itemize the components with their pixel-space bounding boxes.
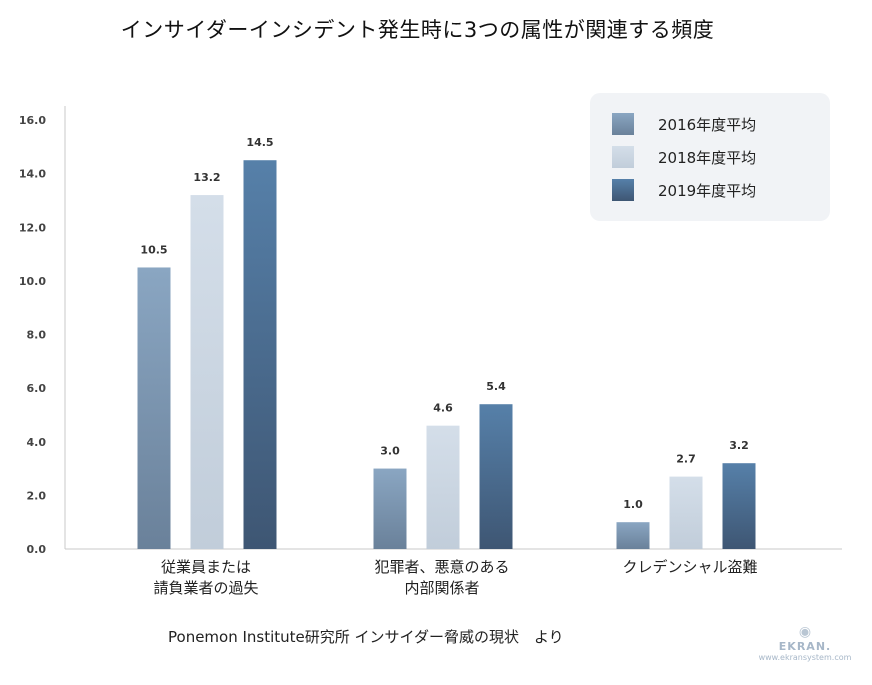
bar-chart: 0.0 2.0 4.0 6.0 8.0 10.0 12.0 14.0 16.0 10.5 3.0 1… bbox=[19, 106, 842, 556]
category-label-line: 内部関係者 bbox=[404, 579, 480, 597]
bar-2019-cat1 bbox=[243, 160, 277, 549]
legend-item-2018: 2018年度平均 bbox=[612, 145, 756, 169]
legend: 2016年度平均 2018年度平均 2019年度平均 bbox=[590, 93, 830, 221]
legend-item-2016: 2016年度平均 bbox=[612, 112, 756, 136]
data-label: 1.0 bbox=[623, 498, 643, 511]
eye-icon: ◉ bbox=[798, 624, 812, 640]
legend-swatch-2018 bbox=[612, 146, 634, 168]
bar-2019-cat3 bbox=[722, 463, 756, 549]
y-tick-label: 2.0 bbox=[27, 489, 47, 502]
category-label-credential-theft: クレデンシャル盗難 bbox=[580, 557, 800, 578]
y-tick-label: 14.0 bbox=[19, 168, 46, 181]
brand-logo: ◉ EKRAN. www.ekransystem.com bbox=[755, 624, 855, 662]
y-tick-label: 6.0 bbox=[27, 382, 47, 395]
bar-2018-cat2 bbox=[426, 425, 460, 549]
data-label: 10.5 bbox=[140, 243, 167, 256]
source-note: Ponemon Institute研究所 インサイダー脅威の現状 より bbox=[168, 628, 564, 646]
y-tick-label: 16.0 bbox=[19, 114, 46, 127]
bar-2016-cat3 bbox=[616, 522, 650, 549]
y-tick-label: 0.0 bbox=[27, 543, 47, 556]
legend-item-2019: 2019年度平均 bbox=[612, 178, 756, 202]
category-label-line: クレデンシャル盗難 bbox=[622, 558, 758, 576]
data-label: 4.6 bbox=[433, 402, 453, 415]
category-label-line: 犯罪者、悪意のある bbox=[374, 558, 510, 576]
legend-label-2018: 2018年度平均 bbox=[658, 148, 757, 167]
bar-2016-cat2 bbox=[373, 468, 407, 549]
legend-label-2016: 2016年度平均 bbox=[658, 115, 757, 134]
data-label: 14.5 bbox=[246, 136, 273, 149]
data-label: 3.2 bbox=[729, 439, 749, 452]
data-label: 5.4 bbox=[486, 380, 506, 393]
y-tick-label: 8.0 bbox=[27, 329, 47, 342]
brand-url: www.ekransystem.com bbox=[758, 653, 852, 662]
data-label: 2.7 bbox=[676, 453, 696, 466]
bar-2018-cat1 bbox=[190, 195, 224, 549]
brand-name: EKRAN. bbox=[778, 640, 832, 653]
category-label-negligence: 従業員または 請負業者の過失 bbox=[96, 557, 316, 599]
y-tick-label: 10.0 bbox=[19, 275, 46, 288]
category-label-line: 従業員または bbox=[160, 558, 251, 576]
bar-2018-cat3 bbox=[669, 476, 703, 549]
legend-label-2019: 2019年度平均 bbox=[658, 181, 757, 200]
legend-swatch-2019 bbox=[612, 179, 634, 201]
data-label: 3.0 bbox=[380, 445, 400, 458]
category-label-line: 請負業者の過失 bbox=[153, 579, 259, 597]
chart-title: インサイダーインシデント発生時に3つの属性が関連する頻度 bbox=[120, 18, 715, 42]
bar-2016-cat1 bbox=[137, 267, 171, 549]
category-label-criminal-insider: 犯罪者、悪意のある 内部関係者 bbox=[332, 557, 552, 599]
y-tick-label: 4.0 bbox=[27, 436, 47, 449]
legend-swatch-2016 bbox=[612, 113, 634, 135]
bar-2019-cat2 bbox=[479, 404, 513, 549]
data-label: 13.2 bbox=[193, 171, 220, 184]
y-tick-label: 12.0 bbox=[19, 221, 46, 234]
